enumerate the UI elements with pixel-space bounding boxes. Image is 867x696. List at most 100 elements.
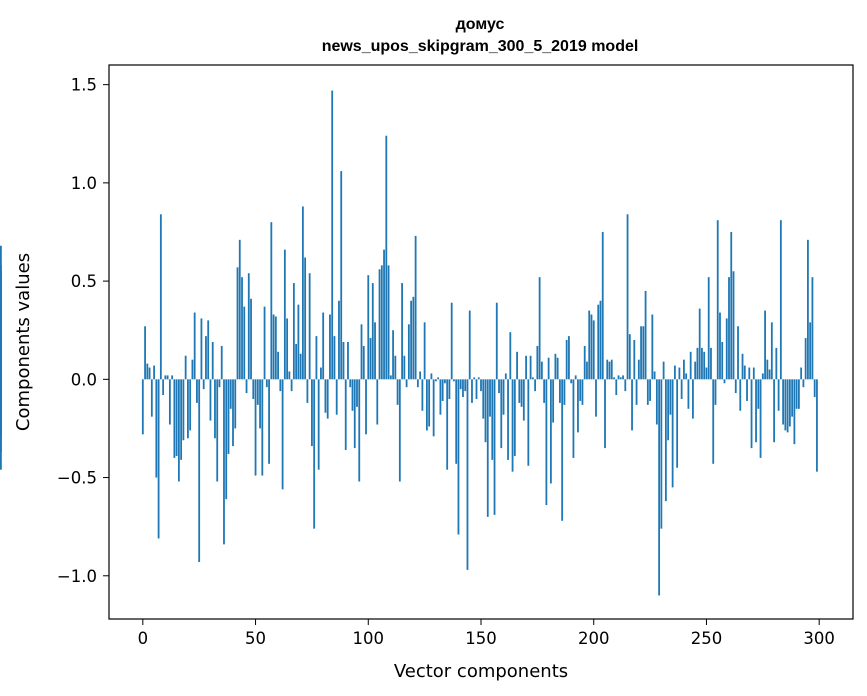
bar-299 — [816, 379, 818, 472]
bar-32 — [214, 379, 216, 439]
bar-126 — [425, 379, 428, 431]
bar-175 — [536, 345, 539, 380]
bar-131 — [437, 377, 440, 380]
bar-81 — [324, 379, 327, 413]
bar-236 — [673, 365, 676, 380]
bar-208 — [610, 359, 613, 380]
bar-70 — [299, 353, 302, 380]
bar-243 — [689, 351, 692, 380]
bar-50 — [254, 379, 257, 476]
bar-226 — [651, 314, 654, 380]
bar-79 — [320, 367, 322, 380]
bar-244 — [692, 379, 694, 419]
bar-250 — [705, 367, 708, 380]
bar-222 — [642, 326, 645, 380]
bar-103 — [374, 322, 376, 380]
bar-57 — [270, 222, 273, 380]
bar-127 — [428, 379, 431, 427]
bar-89 — [342, 342, 345, 380]
bar-169 — [522, 379, 525, 421]
bar-255 — [716, 220, 719, 380]
bar-188 — [565, 340, 568, 380]
bar-291 — [797, 379, 800, 409]
bar-264 — [737, 326, 739, 380]
bar-237 — [676, 379, 679, 468]
bar-266 — [741, 353, 744, 380]
bar-288 — [791, 379, 794, 417]
bar-4 — [150, 379, 153, 417]
bar-108 — [385, 135, 388, 380]
bar-251 — [707, 277, 710, 380]
bar-12 — [168, 379, 171, 425]
bar-229 — [658, 379, 661, 596]
y-tick-label: −1.0 — [57, 567, 97, 586]
bar-121 — [414, 235, 417, 380]
bar-256 — [719, 312, 721, 380]
bar-8 — [159, 214, 162, 380]
bar-158 — [498, 379, 500, 394]
bar-109 — [387, 265, 390, 380]
bar-130 — [435, 379, 437, 382]
bar-136 — [448, 379, 451, 399]
bar-259 — [725, 318, 728, 380]
bar-49 — [252, 379, 255, 399]
bar-104 — [376, 379, 379, 425]
bar-283 — [779, 220, 782, 380]
bar-97 — [360, 324, 363, 380]
bar-5 — [153, 365, 155, 380]
bar-37 — [225, 379, 228, 500]
bar-48 — [250, 298, 252, 380]
bar-267 — [743, 365, 746, 380]
bar-123 — [419, 371, 422, 380]
bar-9 — [162, 379, 165, 396]
bar-125 — [423, 322, 426, 380]
bar-289 — [793, 379, 796, 445]
bar-56 — [268, 379, 270, 464]
bar-87 — [338, 300, 340, 380]
bar-275 — [761, 373, 764, 380]
bar-296 — [809, 322, 812, 380]
x-tick-label: 50 — [245, 629, 266, 648]
bar-77 — [315, 336, 318, 380]
bar-14 — [173, 379, 176, 458]
bar-15 — [175, 379, 178, 456]
bar-216 — [628, 334, 631, 380]
bar-53 — [261, 379, 264, 476]
bar-152 — [484, 379, 487, 443]
bar-239 — [680, 379, 683, 399]
bar-0 — [141, 379, 144, 435]
bar-78 — [317, 379, 320, 470]
bar-234 — [669, 379, 672, 415]
bar-294 — [804, 338, 807, 380]
bar-193 — [577, 379, 579, 433]
bar-19 — [184, 355, 187, 380]
bar-112 — [394, 355, 397, 380]
bar-205 — [604, 379, 606, 449]
bar-58 — [272, 314, 275, 380]
bar-280 — [773, 379, 775, 443]
bar-113 — [396, 379, 399, 405]
bar-274 — [759, 379, 762, 458]
y-tick-label: −0.5 — [57, 469, 97, 488]
bar-285 — [784, 379, 787, 431]
bar-212 — [619, 377, 622, 380]
bar-138 — [453, 379, 455, 382]
bar-176 — [538, 277, 541, 380]
bar-22 — [191, 359, 194, 380]
bar-39 — [229, 379, 232, 409]
bar-101 — [369, 338, 372, 380]
bar-86 — [335, 379, 338, 415]
bar-173 — [531, 377, 534, 380]
bar-107 — [383, 249, 385, 380]
bar-165 — [513, 379, 516, 456]
y-tick-label: 0.0 — [71, 370, 97, 389]
bar-270 — [750, 379, 753, 449]
bar-74 — [308, 273, 311, 380]
bar-82 — [326, 379, 329, 419]
bar-90 — [344, 379, 347, 451]
bar-167 — [518, 379, 521, 403]
bar-282 — [777, 379, 780, 411]
bar-214 — [624, 379, 627, 392]
bar-148 — [475, 379, 478, 399]
bar-27 — [202, 379, 205, 390]
